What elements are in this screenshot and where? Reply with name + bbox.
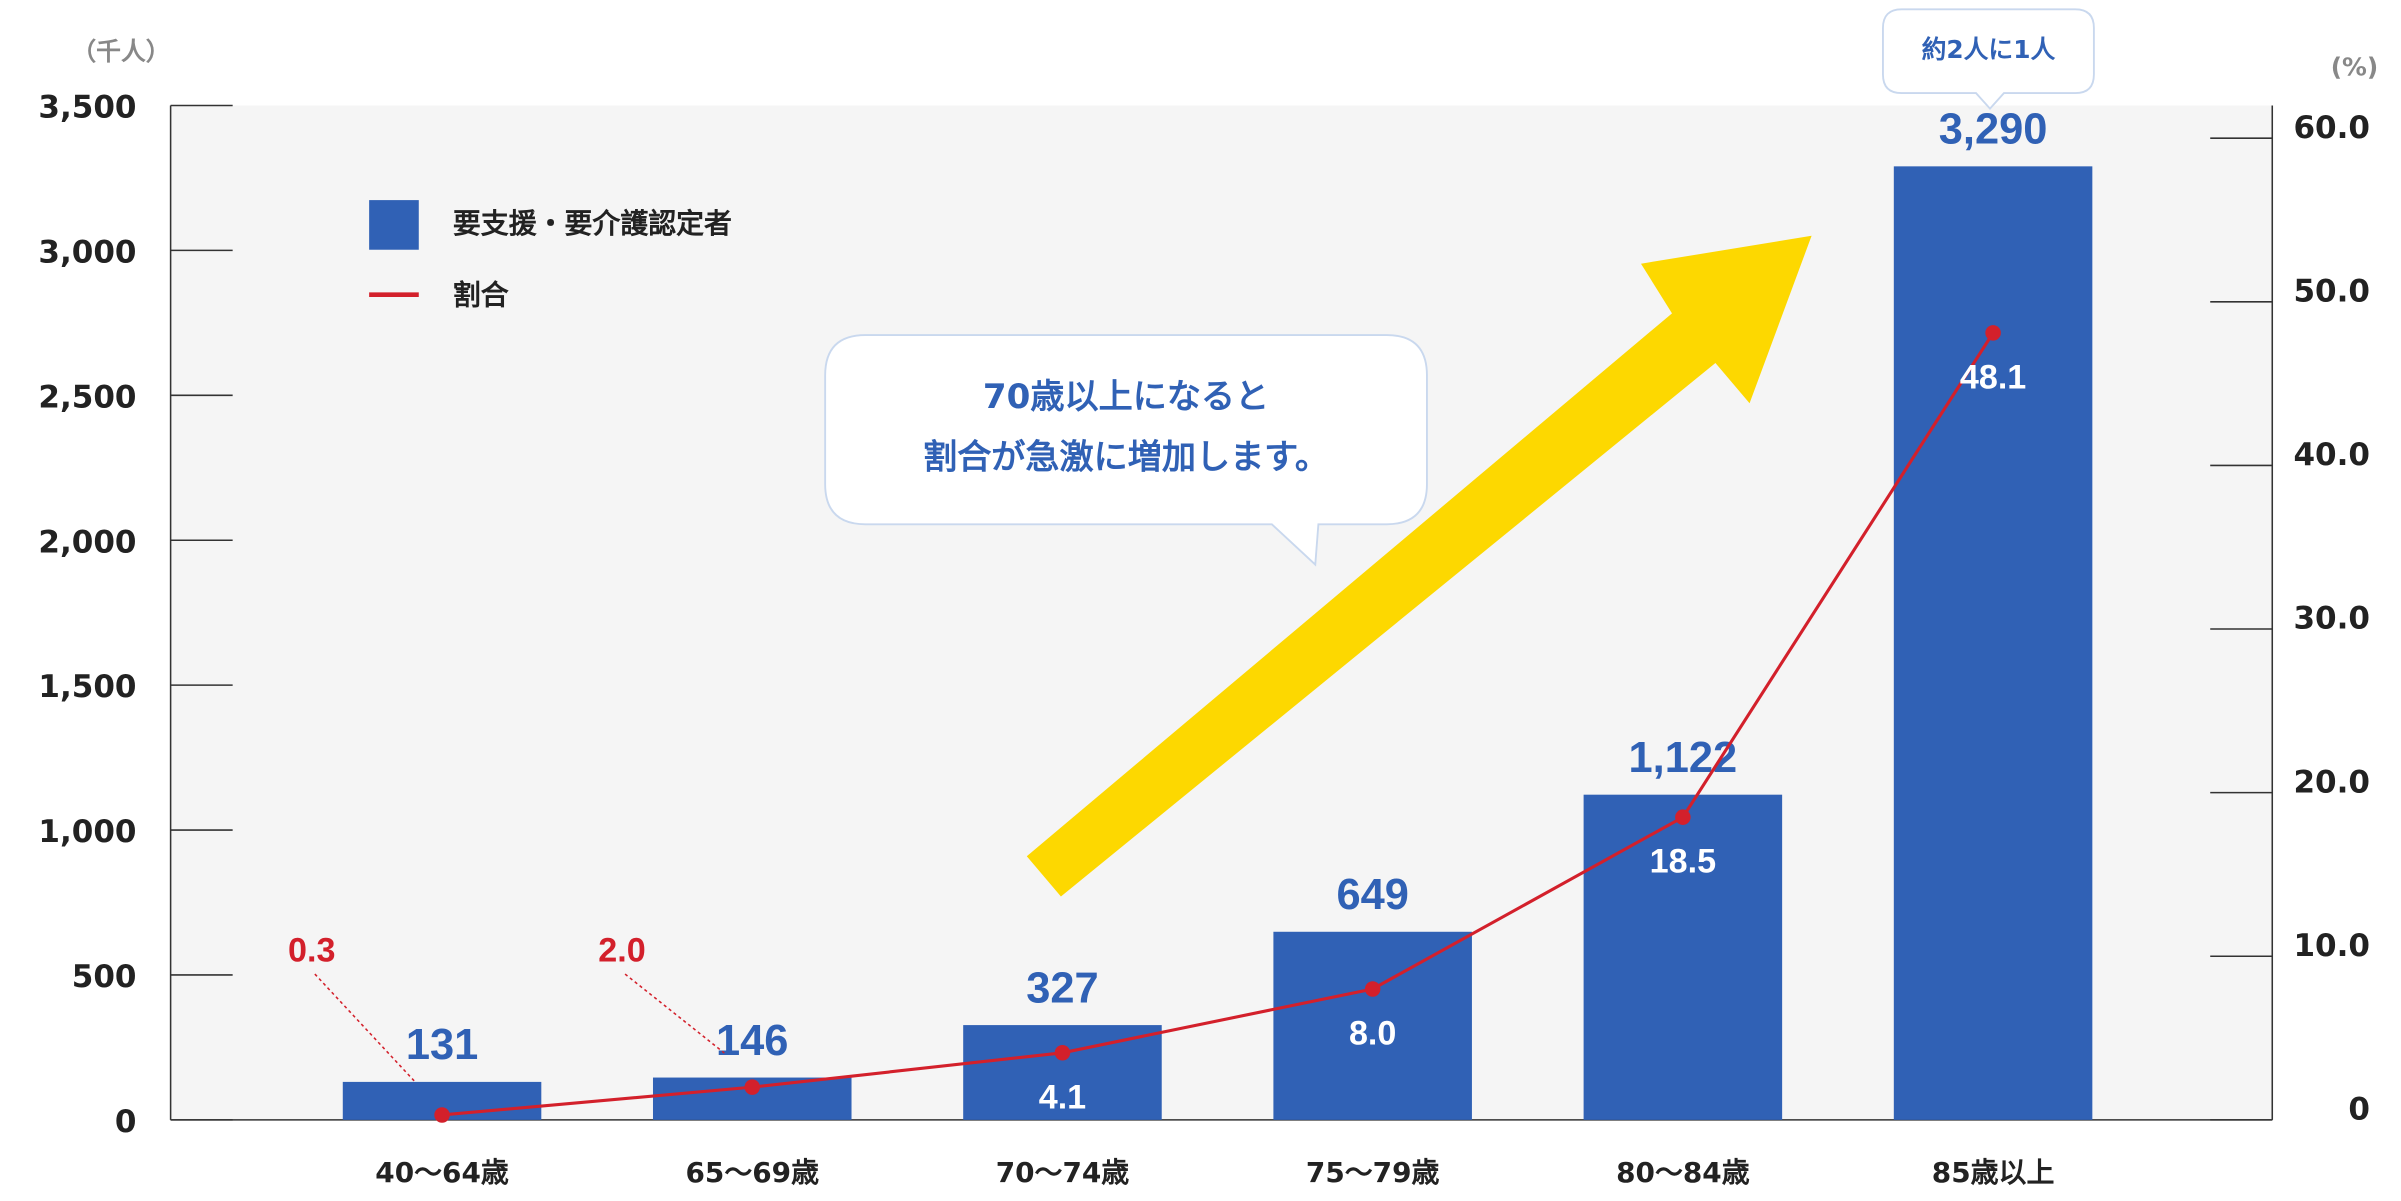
line-point	[1054, 1045, 1071, 1061]
y2-tick-label: 30.0	[2293, 601, 2370, 637]
line-value-label: 18.5	[1650, 843, 1716, 881]
y-tick-label: 2,000	[38, 524, 136, 560]
bar-value-label: 131	[406, 1021, 478, 1069]
line-value-label: 8.0	[1349, 1015, 1396, 1053]
y-unit: （千人）	[71, 37, 170, 66]
line-value-label: 0.3	[288, 931, 335, 969]
x-tick-label: 40〜64歳	[375, 1156, 509, 1189]
y-tick-label: 0	[115, 1104, 137, 1140]
line-point	[744, 1079, 761, 1095]
bar	[1273, 931, 1472, 1120]
y-tick-label: 1,000	[38, 814, 136, 850]
bar	[963, 1025, 1162, 1120]
y2-tick-label: 50.0	[2293, 274, 2370, 310]
y2-tick-label: 10.0	[2293, 928, 2370, 964]
y-tick-label: 3,000	[38, 235, 136, 271]
line-point	[1985, 325, 2001, 341]
y-tick-label: 500	[72, 959, 137, 995]
bar	[1893, 166, 2093, 1120]
line-point	[434, 1107, 450, 1123]
bubble-text: 割合が急激に増加します。	[923, 438, 1329, 478]
x-tick-label: 80〜84歳	[1616, 1156, 1750, 1189]
y-tick-label: 1,500	[38, 669, 136, 705]
y2-tick-label: 60.0	[2293, 110, 2370, 146]
leader-line	[624, 973, 725, 1054]
bar-value-label: 3,290	[1939, 106, 2048, 154]
bar-value-label: 327	[1026, 964, 1098, 1012]
x-tick-label: 85歳以上	[1932, 1156, 2055, 1189]
x-tick-label: 75〜79歳	[1306, 1156, 1440, 1189]
trend-arrow	[1026, 235, 1812, 897]
callout-text: 約2人に1人	[1922, 35, 2056, 64]
y2-tick-label: 40.0	[2293, 437, 2370, 473]
y2-unit: (%)	[2331, 52, 2379, 81]
x-tick-label: 65〜69歳	[686, 1156, 820, 1189]
bar-value-label: 146	[716, 1017, 788, 1065]
y-tick-label: 3,500	[38, 90, 136, 126]
bar-value-label: 649	[1336, 871, 1408, 919]
y-tick-label: 2,500	[38, 379, 136, 415]
legend-swatch	[369, 200, 419, 250]
legend-label: 割合	[453, 278, 509, 311]
callout-box	[1882, 8, 2095, 110]
line-value-label: 48.1	[1960, 358, 2026, 396]
line-value-label: 4.1	[1039, 1078, 1086, 1116]
line	[441, 332, 1995, 1117]
bar	[1583, 794, 1783, 1120]
line-point	[1364, 981, 1381, 997]
y2-tick-label: 0	[2348, 1092, 2370, 1128]
x-tick-label: 70〜74歳	[996, 1156, 1130, 1189]
legend-label: 要支援・要介護認定者	[453, 207, 732, 240]
speech-bubble	[824, 334, 1428, 567]
y2-tick-label: 20.0	[2293, 764, 2370, 800]
line-value-label: 2.0	[598, 931, 645, 969]
bubble-text: 70歳以上になると	[983, 377, 1269, 417]
line-point	[1675, 809, 1691, 825]
